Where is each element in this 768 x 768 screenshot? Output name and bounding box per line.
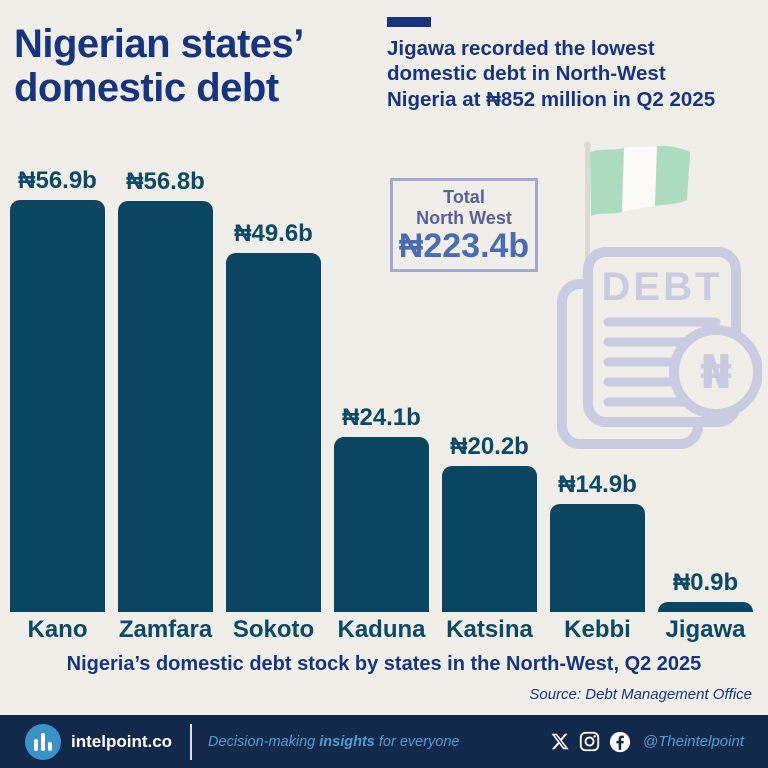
- page-title-line2: domestic debt: [14, 66, 279, 110]
- total-label-line1: Total: [443, 186, 485, 207]
- bar-column-kaduna: ₦24.1b Kaduna: [334, 404, 429, 648]
- footer-divider: [190, 723, 193, 760]
- brand-name: intelpoint.co: [71, 731, 173, 751]
- bar-value-label: ₦56.8b: [126, 168, 205, 195]
- bar-jigawa: [658, 602, 753, 612]
- bar-column-sokoto: ₦49.6b Sokoto: [226, 220, 321, 648]
- chart-caption: Nigeria’s domestic debt stock by states …: [66, 653, 702, 675]
- x-twitter-icon[interactable]: [550, 732, 570, 751]
- naira-coin-icon: [669, 325, 763, 419]
- footer-tagline: Decision-making insights for everyone: [208, 734, 459, 750]
- tagline-bold: insights: [319, 733, 375, 750]
- bar-sokoto: [226, 253, 321, 612]
- bar-kano: [10, 200, 105, 612]
- flag-band-green-right: [655, 145, 690, 206]
- intelpoint-logo-icon: [25, 723, 61, 760]
- naira-symbol: ₦: [700, 345, 732, 399]
- page-title: Nigerian states’ domestic debt: [14, 22, 304, 110]
- flag-band-green-left: [590, 148, 624, 216]
- flag-pole-top: [584, 141, 591, 149]
- bar-category-label: Zamfara: [118, 616, 213, 643]
- source-credit: Source: Debt Management Office: [529, 686, 752, 703]
- doc-title-text: DEBT: [602, 265, 723, 309]
- page-title-line1: Nigerian states’: [14, 22, 304, 66]
- bar-value-label: ₦56.9b: [18, 167, 97, 194]
- tagline-prefix: Decision-making: [208, 733, 320, 750]
- bar-category-label: Kaduna: [337, 616, 426, 643]
- bar-column-kebbi: ₦14.9b Kebbi: [550, 471, 645, 648]
- bar-zamfara: [118, 201, 213, 612]
- bar-value-label: ₦24.1b: [342, 404, 421, 431]
- flag-band-white: [622, 146, 657, 212]
- facebook-icon[interactable]: [609, 731, 631, 753]
- bar-katsina: [442, 466, 537, 612]
- accent-dash: [387, 17, 431, 27]
- bar-category-label: Sokoto: [232, 616, 315, 643]
- footer-bar: intelpoint.co Decision-making insights f…: [0, 715, 768, 768]
- tagline-suffix: for everyone: [374, 733, 460, 750]
- bar-category-label: Katsina: [446, 616, 533, 643]
- social-handle[interactable]: @Theintelpoint: [642, 733, 744, 750]
- bar-value-label: ₦20.2b: [450, 433, 529, 460]
- total-callout-box: Total North West ₦223.4b: [390, 178, 538, 272]
- bar-column-kano: ₦56.9b Kano: [10, 167, 105, 648]
- bar-value-label: ₦14.9b: [558, 471, 637, 498]
- bar-category-label: Jigawa: [665, 616, 746, 643]
- bar-category-label: Kebbi: [564, 616, 631, 643]
- bar-kaduna: [334, 437, 429, 612]
- debt-document-illustration: DEBT ₦: [550, 242, 763, 459]
- key-insight-line3: Nigeria at ₦852 million in Q2 2025: [387, 87, 716, 111]
- logo-bar-1: [34, 738, 38, 751]
- social-links: @Theintelpoint: [550, 731, 744, 753]
- key-insight-text: Jigawa recorded the lowest domestic debt…: [387, 36, 762, 112]
- bar-column-katsina: ₦20.2b Katsina: [442, 433, 537, 648]
- bar-value-label: ₦0.9b: [672, 569, 739, 596]
- bar-chart: ₦56.9b Kano ₦56.8b Zamfara ₦49.6b Sokoto ₦24.1…: [10, 167, 753, 648]
- total-label-line2: North West: [416, 207, 512, 228]
- instagram-icon[interactable]: [579, 731, 600, 752]
- logo-bar-3: [48, 741, 52, 751]
- bar-column-jigawa: ₦0.9b Jigawa: [658, 569, 753, 648]
- bar-value-label: ₦49.6b: [234, 220, 313, 247]
- total-label: Total North West: [416, 187, 512, 228]
- key-insight-line1: Jigawa recorded the lowest: [387, 37, 655, 60]
- nigeria-flag-illustration: [563, 140, 703, 313]
- bar-category-label: Kano: [27, 616, 88, 643]
- bar-column-zamfara: ₦56.8b Zamfara: [118, 168, 213, 648]
- bar-kebbi: [550, 504, 645, 612]
- key-insight-line2: domestic debt in North-West: [387, 62, 666, 86]
- total-value: ₦223.4b: [398, 227, 530, 266]
- logo-bar-2: [41, 732, 45, 751]
